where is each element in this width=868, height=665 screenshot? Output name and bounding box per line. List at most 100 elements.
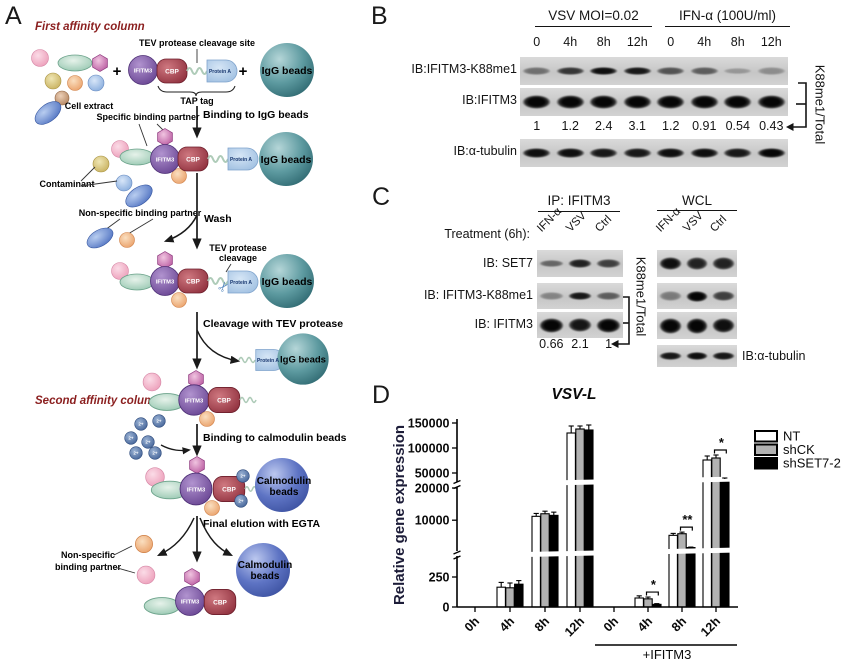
- ratio-axis-label: K88me1/Total: [812, 64, 828, 145]
- ratio-value: 1.2: [662, 119, 680, 133]
- ratio-value: 1: [533, 119, 541, 133]
- binding-calmodulin-step: Binding to calmodulin beads: [203, 432, 347, 444]
- blot-strip-ip-1: [537, 283, 623, 309]
- sig-label: *: [651, 577, 657, 592]
- lane-label: 4h: [563, 35, 578, 49]
- blot-band: [723, 148, 753, 158]
- blot-row-label: IB: IFITM3: [474, 317, 533, 331]
- sig-bracket: [679, 526, 693, 531]
- first-affinity-column-title: First affinity column: [35, 21, 145, 33]
- bar-shSET7-2: [584, 429, 594, 608]
- blot-row-label: IB: SET7: [482, 256, 533, 270]
- bar-shCK: [643, 598, 653, 608]
- blot-strip-wcl-3: [657, 345, 737, 367]
- tev-cleavage-label: cleavage: [219, 253, 257, 263]
- tubulin-row-label: IB:α-tubulin: [742, 349, 806, 363]
- ifn-group-underline: [665, 25, 790, 28]
- blot-band: [712, 317, 736, 334]
- ip-group-underline: [538, 210, 620, 213]
- blot-row-label: IB:IFITM3: [462, 93, 517, 107]
- ratio-value: 1: [605, 337, 613, 351]
- blot-strip-tubulin: [520, 139, 788, 167]
- bound-complex-1: [92, 128, 313, 212]
- blot-band: [596, 317, 621, 333]
- axis-break-tick: [453, 479, 461, 485]
- blot-band: [689, 67, 719, 75]
- treatment-label: Treatment (6h):: [444, 227, 530, 241]
- calmodulin-beads-label: Calmodulin: [238, 560, 292, 571]
- tap-purification-diagram: First affinity column Cell extract + IFI…: [30, 21, 347, 616]
- blot-band: [656, 148, 686, 158]
- plus-sign-2: +: [239, 63, 248, 80]
- ifitm3-label: IFITM3: [134, 69, 153, 75]
- legend-swatch: [754, 457, 778, 470]
- ratio-value: 2.1: [571, 337, 589, 351]
- nonspecific-partner-label: Non-specific binding partner: [79, 208, 202, 218]
- cbp-label: CBP: [186, 279, 200, 286]
- lane-label: 8h: [596, 35, 611, 49]
- ratio-value: 0.91: [692, 119, 717, 133]
- bar-shSET7-2: [549, 514, 559, 608]
- x-tick-label: 12h: [698, 614, 723, 639]
- pointer-line: [225, 263, 232, 273]
- blot-strip-ip-0: [537, 250, 623, 277]
- legend-swatch: [754, 443, 778, 456]
- pointer-line: [80, 180, 118, 187]
- blot-band: [555, 95, 585, 109]
- blot-band: [658, 317, 682, 334]
- blot-row-label: IB: IFITM3-K88me1: [423, 288, 533, 302]
- blot-row-label: IB:IFITM3-K88me1: [411, 62, 517, 76]
- blot-band: [689, 148, 719, 158]
- purified-complex: [143, 568, 237, 616]
- y-tick-label: 20000: [415, 482, 450, 496]
- x-tick-label: 4h: [497, 614, 517, 634]
- calmodulin-beads-label: Calmodulin: [257, 476, 311, 487]
- tev-cleavage-label: TEV protease: [209, 243, 267, 253]
- final-elution-step: Final elution with EGTA: [203, 518, 320, 530]
- wash-away-arrow: [163, 214, 198, 243]
- eluted-nonspecific: [135, 535, 153, 553]
- blot-band: [589, 95, 619, 109]
- bar-shCK: [505, 587, 515, 608]
- ip-group-header: IP: IFITM3: [547, 193, 611, 208]
- blot-band: [589, 66, 619, 76]
- ratio-value: 0.54: [725, 119, 750, 133]
- bar-NT: [496, 586, 506, 608]
- ca-ion-label: 2+: [133, 451, 139, 456]
- blot-band: [685, 317, 709, 334]
- vsv-group-header: VSV MOI=0.02: [548, 8, 639, 23]
- ifitm3-label: IFITM3: [187, 488, 206, 494]
- panel-c-label: C: [372, 183, 391, 211]
- ratio-value: 3.1: [628, 119, 646, 133]
- bar-shSET7-2: [514, 583, 524, 608]
- panel-b-label: B: [371, 2, 388, 30]
- bar-NT: [634, 597, 644, 608]
- ca-ion-label: 2+: [240, 474, 246, 479]
- pointer-line: [80, 166, 96, 182]
- pointer-line: [138, 123, 148, 147]
- ratio-value: 1.2: [561, 119, 579, 133]
- protein-a-label: Protein A: [230, 280, 252, 286]
- bar-NT: [531, 515, 541, 608]
- elution-right-arrow: [199, 517, 234, 557]
- blot-band: [555, 148, 585, 158]
- x-tick-label: 0h: [462, 614, 482, 634]
- legend-label: shSET7-2: [783, 456, 841, 471]
- lane-label: 4h: [697, 35, 712, 49]
- blot-band: [622, 66, 652, 76]
- cell-extract-label: Cell extract: [65, 101, 114, 111]
- lane-label: 0: [533, 35, 541, 49]
- ca-ion-label: 2+: [138, 422, 144, 427]
- y-tick-label: 0: [443, 601, 450, 615]
- blot-band: [756, 148, 786, 158]
- ratio-value: 0.66: [539, 337, 564, 351]
- cbp-label: CBP: [217, 398, 231, 405]
- cleavage-step: Cleavage with TEV protease: [203, 318, 343, 330]
- blot-band: [622, 95, 652, 109]
- ratio-axis-label: K88me1/Total: [633, 256, 649, 337]
- bar-shCK: [575, 428, 585, 608]
- elution-left-arrow: [156, 517, 195, 556]
- blot-band: [723, 67, 753, 75]
- ifitm3-label: IFITM3: [185, 399, 204, 405]
- blot-band: [555, 66, 585, 76]
